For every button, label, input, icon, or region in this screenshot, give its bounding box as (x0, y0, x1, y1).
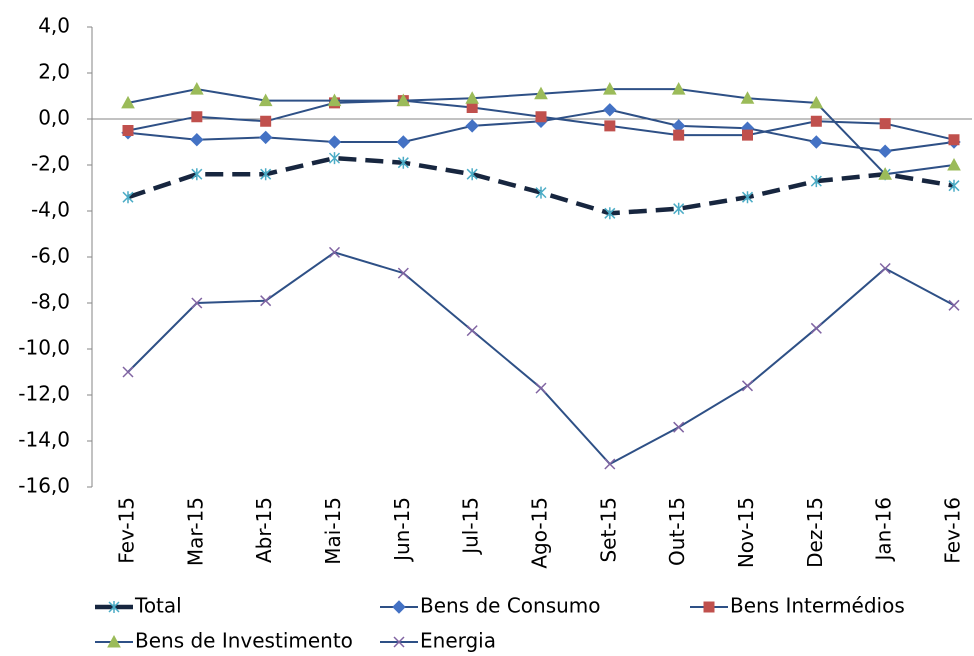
marker (602, 82, 617, 95)
marker (466, 168, 478, 181)
marker (604, 458, 616, 470)
legend-label: Energia (420, 629, 496, 653)
marker (740, 91, 755, 104)
marker (466, 325, 478, 337)
marker (189, 82, 204, 95)
marker (878, 167, 893, 180)
marker (260, 295, 272, 307)
marker (603, 103, 617, 117)
x-tick-label: Nov-15 (734, 497, 758, 568)
y-tick-label: -4,0 (31, 198, 70, 222)
y-tick-label: -16,0 (18, 474, 70, 498)
marker (260, 115, 272, 127)
legend-marker (703, 601, 715, 613)
marker (328, 152, 341, 165)
x-tick-label: Fev-15 (115, 497, 139, 564)
marker (327, 135, 342, 149)
x-tick-label: Jun-15 (390, 497, 414, 563)
marker (122, 366, 134, 378)
series-line (127, 88, 955, 176)
marker (258, 130, 273, 145)
marker (673, 202, 685, 215)
marker (741, 191, 754, 204)
marker (948, 179, 960, 192)
marker (535, 382, 547, 394)
marker (327, 93, 342, 107)
x-tick-label: Ago-15 (528, 497, 552, 569)
marker (809, 95, 824, 109)
marker (191, 297, 203, 309)
marker (260, 168, 272, 181)
marker (122, 191, 134, 204)
marker (948, 134, 960, 146)
marker (742, 129, 753, 141)
legend-label: Bens Intermédios (730, 594, 905, 618)
marker (396, 135, 411, 149)
marker (671, 82, 686, 95)
x-tick-label: Mar-15 (183, 497, 207, 566)
x-tick-label: Mai-15 (321, 497, 345, 565)
marker (397, 156, 409, 169)
marker (258, 93, 273, 107)
series-line (127, 155, 955, 216)
marker (191, 111, 203, 123)
marker (809, 135, 824, 149)
y-tick-label: 2,0 (38, 60, 70, 84)
marker (604, 207, 616, 220)
marker (191, 168, 203, 181)
x-tick-label: Jan-16 (872, 497, 896, 563)
y-tick-label: -8,0 (31, 290, 70, 314)
marker (397, 267, 409, 279)
x-tick-label: Jul-15 (459, 497, 483, 556)
x-tick-label: Dez-15 (803, 497, 827, 568)
marker (879, 118, 891, 130)
legend-marker (107, 634, 121, 648)
marker (810, 115, 822, 127)
marker (122, 125, 134, 136)
x-tick-label: Abr-15 (252, 497, 276, 563)
marker (673, 421, 685, 433)
x-tick-label: Set-15 (596, 497, 620, 563)
marker (121, 95, 135, 109)
marker (465, 91, 480, 104)
marker (534, 86, 548, 100)
y-tick-label: -12,0 (18, 382, 70, 406)
series-line (127, 251, 955, 466)
y-tick-label: -2,0 (31, 152, 70, 176)
marker (673, 129, 685, 141)
y-tick-label: 0,0 (38, 106, 70, 130)
legend-marker (108, 601, 120, 613)
marker (878, 144, 892, 158)
marker (396, 93, 411, 107)
legend-label: Total (134, 594, 182, 618)
marker (190, 132, 204, 147)
marker (810, 175, 822, 188)
x-tick-label: Out-15 (665, 497, 689, 566)
y-tick-label: -6,0 (31, 244, 70, 268)
y-tick-label: 4,0 (38, 14, 70, 38)
marker (535, 111, 547, 123)
marker (328, 246, 341, 258)
marker (810, 322, 822, 334)
legend-label: Bens de Consumo (420, 594, 601, 618)
marker (535, 186, 547, 199)
y-tick-label: -14,0 (18, 428, 70, 452)
legend-marker (392, 600, 406, 614)
marker (741, 380, 754, 392)
marker (947, 157, 961, 171)
marker (948, 299, 960, 311)
marker (879, 262, 891, 275)
legend-marker (393, 636, 405, 648)
marker (466, 102, 478, 113)
y-tick-label: -10,0 (18, 336, 70, 360)
legend-label: Bens de Investimento (135, 629, 353, 653)
marker (465, 119, 479, 133)
marker (604, 120, 616, 132)
x-tick-label: Fev-16 (941, 497, 965, 564)
